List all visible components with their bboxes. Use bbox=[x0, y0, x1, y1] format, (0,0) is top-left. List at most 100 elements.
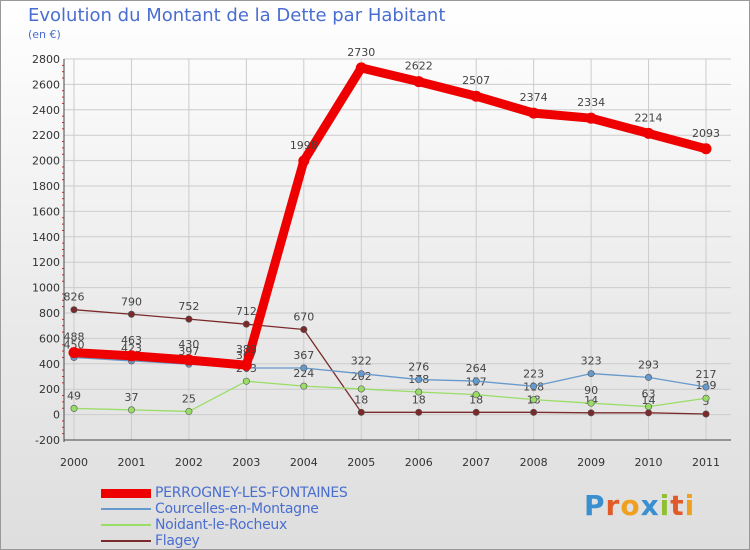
data-point-courcelles-en-montagne bbox=[415, 376, 423, 384]
data-label-courcelles-en-montagne: 367 bbox=[293, 349, 314, 362]
legend: PERROGNEY-LES-FONTAINES Courcelles-en-Mon… bbox=[101, 485, 348, 549]
legend-item-courcelles-en-montagne: Courcelles-en-Montagne bbox=[101, 501, 347, 517]
y-tick-label: 800 bbox=[39, 307, 60, 320]
data-point-flagey bbox=[70, 306, 78, 314]
x-tick-label: 2008 bbox=[520, 456, 548, 469]
x-tick-label: 2003 bbox=[232, 456, 260, 469]
x-tick-label: 2000 bbox=[60, 456, 88, 469]
data-point-noidant-le-rocheux bbox=[702, 394, 710, 402]
data-label-flagey: 18 bbox=[469, 393, 483, 406]
x-tick-label: 2005 bbox=[347, 456, 375, 469]
data-point-flagey bbox=[127, 310, 135, 318]
data-point-noidant-le-rocheux bbox=[472, 391, 480, 399]
data-point-perrogney-les-fontaines bbox=[68, 347, 80, 359]
data-label-noidant-le-rocheux: 25 bbox=[182, 392, 196, 405]
x-tick-label: 2001 bbox=[117, 456, 145, 469]
data-point-noidant-le-rocheux bbox=[587, 399, 595, 407]
data-point-perrogney-les-fontaines bbox=[183, 354, 195, 366]
y-tick-label: 2000 bbox=[32, 155, 60, 168]
data-label-courcelles-en-montagne: 397 bbox=[178, 345, 199, 358]
data-label-perrogney-les-fontaines: 1998 bbox=[290, 139, 318, 152]
legend-item-flagey: Flagey bbox=[101, 533, 347, 549]
legend-item-perrogney-les-fontaines: PERROGNEY-LES-FONTAINES bbox=[101, 485, 348, 501]
data-point-noidant-le-rocheux bbox=[415, 388, 423, 396]
y-tick-label: 400 bbox=[39, 358, 60, 371]
data-point-courcelles-en-montagne bbox=[357, 370, 365, 378]
y-tick-label: 2400 bbox=[32, 104, 60, 117]
data-label-perrogney-les-fontaines: 2622 bbox=[405, 60, 433, 73]
series-line-flagey bbox=[73, 309, 707, 415]
x-tick-label: 2004 bbox=[290, 456, 318, 469]
series-line-noidant-le-rocheux bbox=[73, 380, 707, 413]
data-label-flagey: 670 bbox=[293, 311, 314, 324]
data-label-flagey: 18 bbox=[412, 393, 426, 406]
logo-letter: P bbox=[584, 489, 606, 522]
logo-letter: i bbox=[684, 489, 696, 522]
data-label-courcelles-en-montagne: 217 bbox=[696, 368, 717, 381]
y-tick-label: 0 bbox=[53, 409, 60, 422]
data-point-courcelles-en-montagne bbox=[702, 383, 710, 391]
y-tick-label: 200 bbox=[39, 383, 60, 396]
data-label-noidant-le-rocheux: 49 bbox=[67, 389, 81, 402]
proxiti-logo: Proxiti bbox=[584, 489, 695, 522]
data-label-perrogney-les-fontaines: 2334 bbox=[577, 96, 605, 109]
legend-swatch bbox=[101, 488, 151, 498]
data-label-courcelles-en-montagne: 450 bbox=[64, 338, 85, 351]
x-tick-label: 2011 bbox=[692, 456, 720, 469]
data-point-perrogney-les-fontaines bbox=[585, 112, 597, 124]
y-tick-label: 1800 bbox=[32, 180, 60, 193]
logo-letter: r bbox=[605, 489, 621, 522]
data-point-flagey bbox=[185, 315, 193, 323]
x-tick-label: 2009 bbox=[577, 456, 605, 469]
y-tick-label: 1600 bbox=[32, 205, 60, 218]
chart-title: Evolution du Montant de la Dette par Hab… bbox=[28, 5, 446, 26]
legend-label: Noidant-le-Rocheux bbox=[155, 517, 287, 533]
logo-letter: i bbox=[659, 489, 671, 522]
data-label-courcelles-en-montagne: 223 bbox=[523, 367, 544, 380]
data-point-perrogney-les-fontaines bbox=[700, 143, 712, 155]
data-point-flagey bbox=[300, 326, 308, 334]
data-point-noidant-le-rocheux bbox=[185, 407, 193, 415]
data-point-courcelles-en-montagne bbox=[472, 377, 480, 385]
series-line-perrogney-les-fontaines bbox=[69, 63, 711, 370]
data-point-noidant-le-rocheux bbox=[357, 385, 365, 393]
x-tick-label: 2010 bbox=[635, 456, 663, 469]
legend-swatch bbox=[101, 524, 151, 526]
y-tick-label: 2800 bbox=[32, 53, 60, 66]
y-tick-label: -200 bbox=[35, 434, 60, 447]
data-label-courcelles-en-montagne: 293 bbox=[638, 358, 659, 371]
data-point-flagey bbox=[357, 408, 365, 416]
data-point-noidant-le-rocheux bbox=[530, 396, 538, 404]
data-label-perrogney-les-fontaines: 2214 bbox=[635, 111, 663, 124]
data-point-noidant-le-rocheux bbox=[70, 404, 78, 412]
data-point-perrogney-les-fontaines bbox=[413, 76, 425, 88]
data-label-noidant-le-rocheux: 63 bbox=[642, 388, 656, 401]
data-label-perrogney-les-fontaines: 2093 bbox=[692, 127, 720, 140]
data-label-perrogney-les-fontaines: 463 bbox=[121, 334, 142, 347]
data-point-flagey bbox=[587, 409, 595, 417]
plot-area bbox=[64, 59, 731, 440]
data-label-flagey: 790 bbox=[121, 295, 142, 308]
data-point-noidant-le-rocheux bbox=[645, 403, 653, 411]
data-label-courcelles-en-montagne: 276 bbox=[408, 361, 429, 374]
y-tick-label: 2600 bbox=[32, 78, 60, 91]
data-label-perrogney-les-fontaines: 2507 bbox=[462, 74, 490, 87]
data-point-flagey bbox=[242, 320, 250, 328]
data-point-flagey bbox=[645, 409, 653, 417]
data-label-perrogney-les-fontaines: 2374 bbox=[520, 91, 548, 104]
x-tick-label: 2006 bbox=[405, 456, 433, 469]
data-point-perrogney-les-fontaines bbox=[355, 62, 367, 74]
legend-swatch bbox=[101, 540, 151, 542]
data-point-courcelles-en-montagne bbox=[645, 373, 653, 381]
data-point-noidant-le-rocheux bbox=[300, 382, 308, 390]
data-label-courcelles-en-montagne: 323 bbox=[581, 355, 602, 368]
data-label-flagey: 14 bbox=[642, 394, 656, 407]
data-point-courcelles-en-montagne bbox=[300, 364, 308, 372]
data-label-courcelles-en-montagne: 264 bbox=[466, 362, 487, 375]
data-point-flagey bbox=[472, 408, 480, 416]
data-label-flagey: 712 bbox=[236, 305, 257, 318]
data-label-perrogney-les-fontaines: 488 bbox=[64, 331, 85, 344]
logo-letter: o bbox=[620, 489, 641, 522]
data-label-perrogney-les-fontaines: 430 bbox=[178, 338, 199, 351]
y-tick-label: 1400 bbox=[32, 231, 60, 244]
